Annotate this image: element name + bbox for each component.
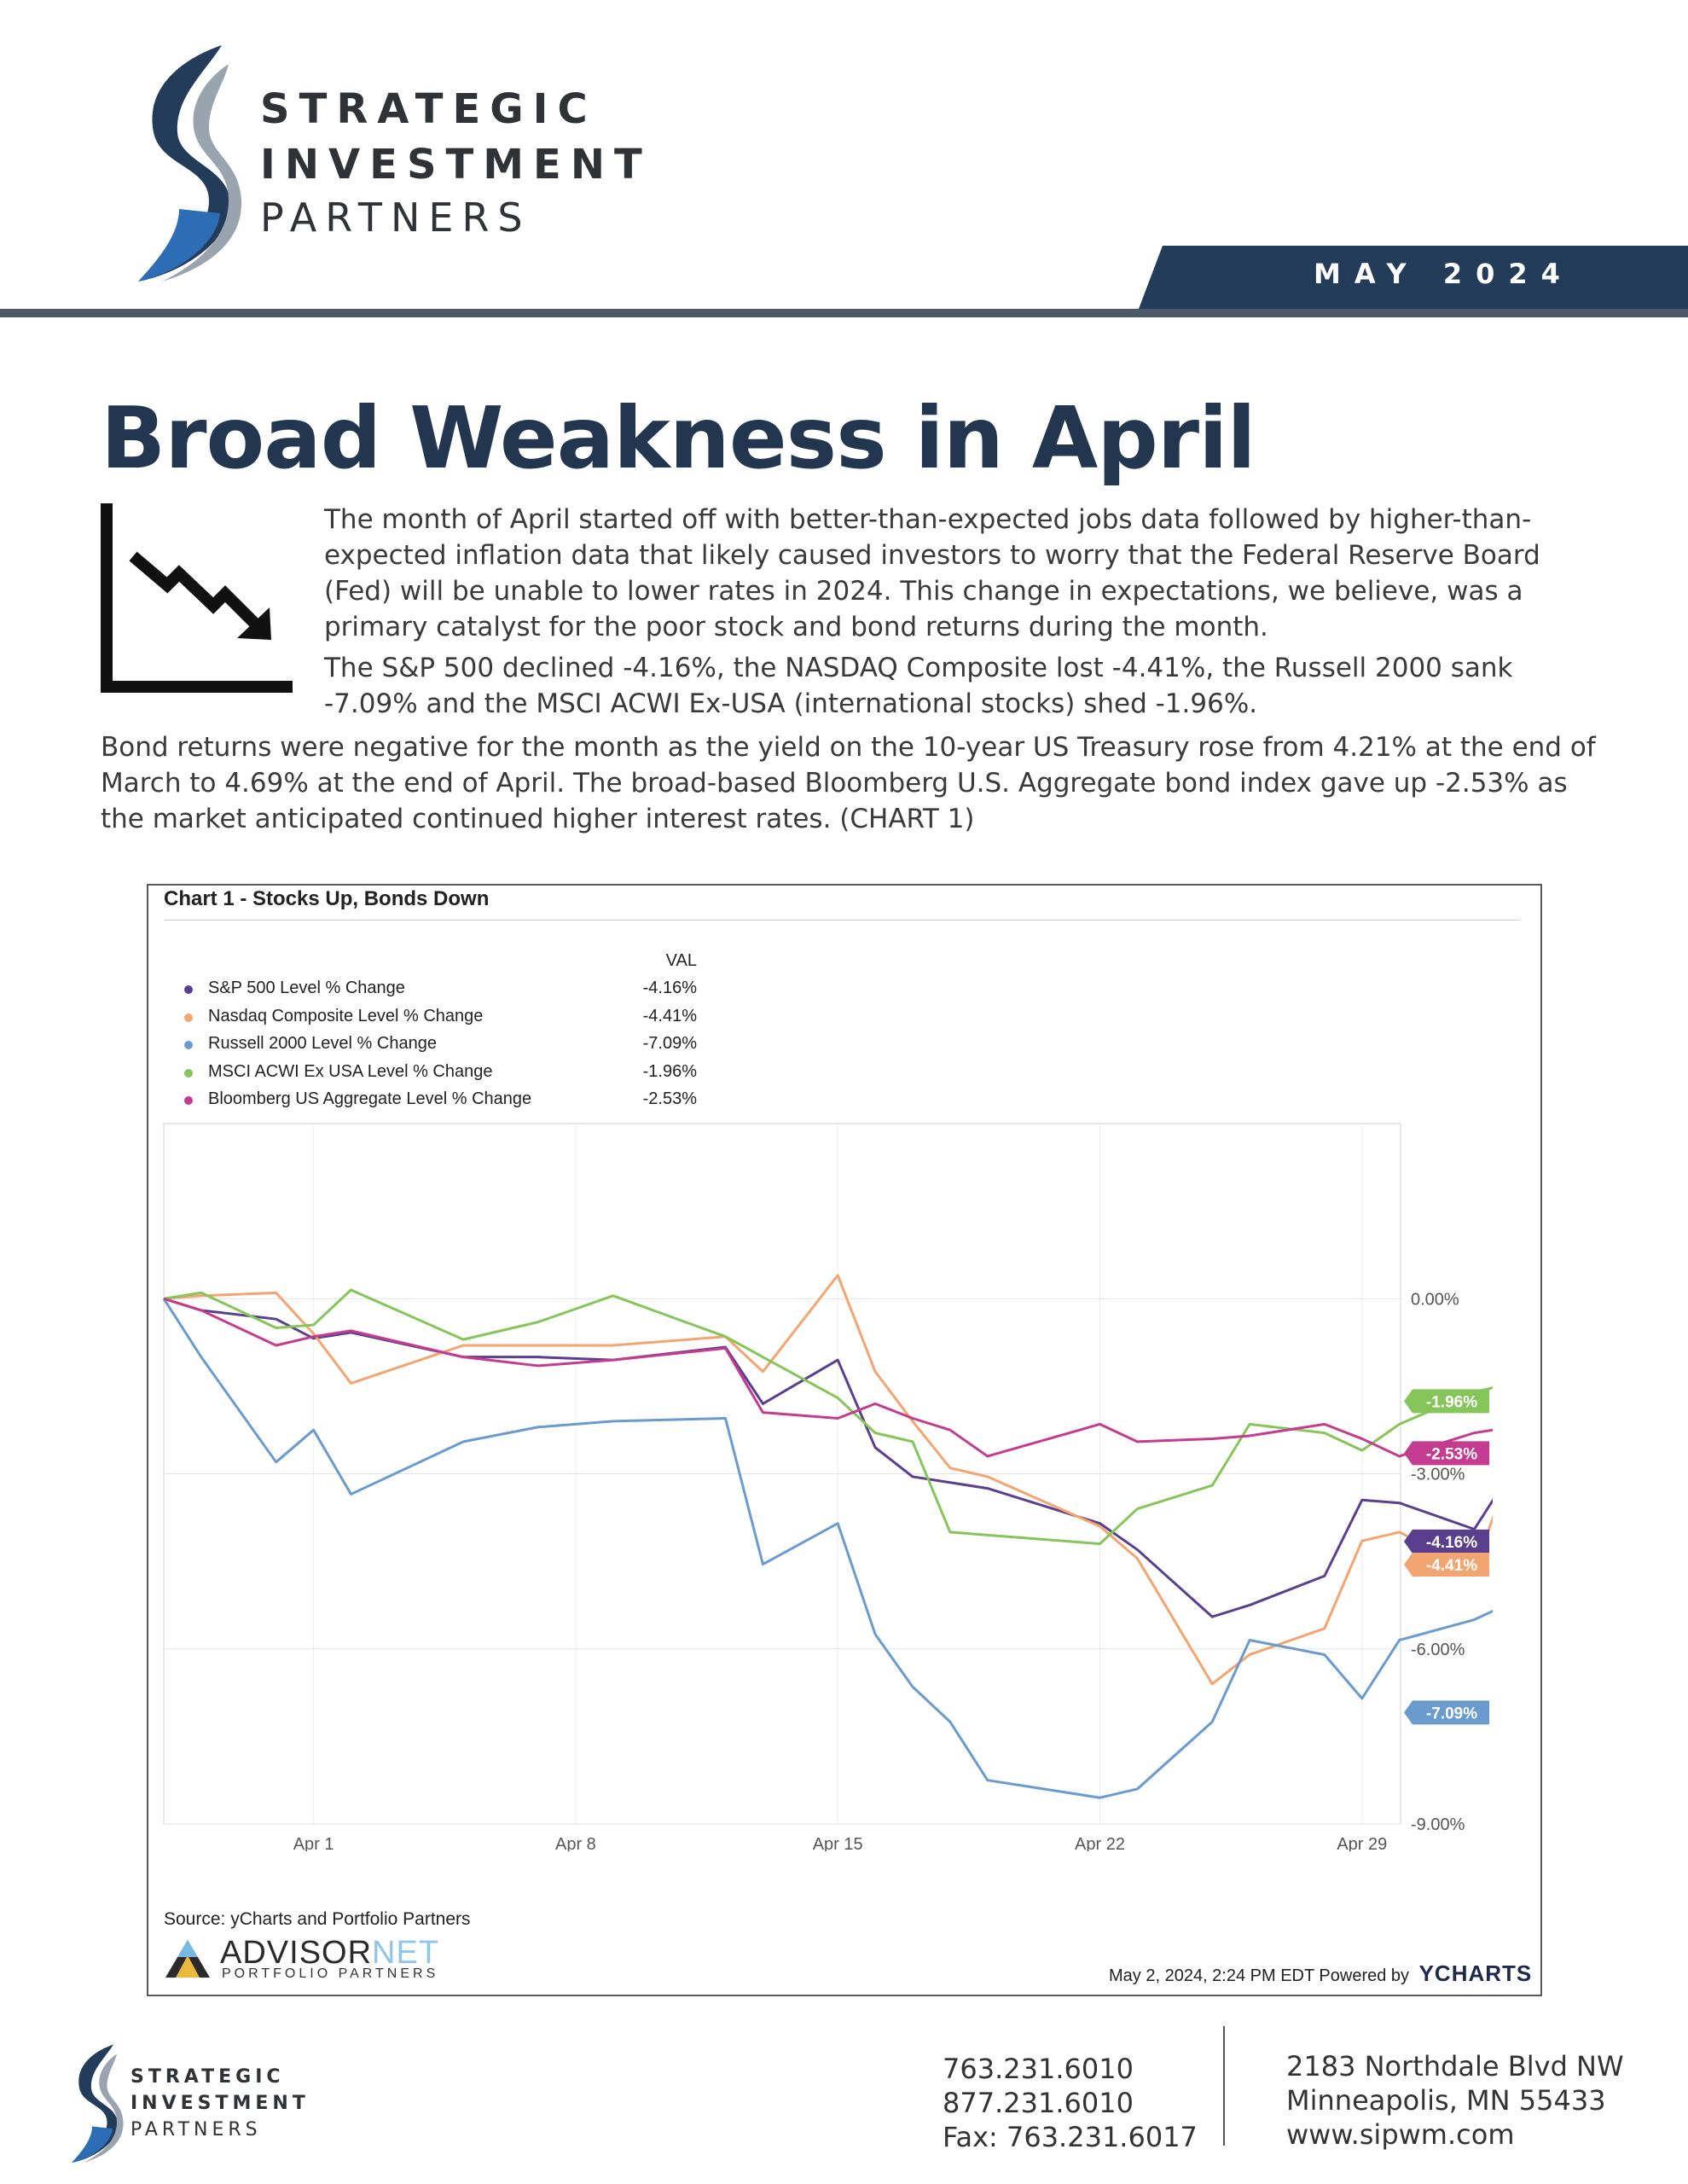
article-title: Broad Weakness in April <box>101 388 1256 488</box>
legend-swatch <box>184 1068 193 1077</box>
chart-panel <box>147 884 1542 1996</box>
legend-series-name: Russell 2000 Level % Change <box>208 1034 437 1053</box>
legend-series-value: -4.16% <box>642 979 697 997</box>
portfolio-partners-text: PORTFOLIO PARTNERS <box>222 1966 439 1981</box>
series-line <box>162 1298 1493 1799</box>
legend-swatch <box>184 985 193 994</box>
series-line <box>163 1297 1493 1458</box>
x-tick-label: Apr 1 <box>293 1835 334 1851</box>
x-tick-label: Apr 8 <box>555 1835 596 1851</box>
footer-divider <box>1223 2026 1225 2146</box>
issue-date-band <box>1139 246 1688 309</box>
header-divider <box>0 309 1688 317</box>
legend-swatch <box>184 1041 193 1049</box>
chart-timestamp: May 2, 2024, 2:24 PM EDT Powered by YCHA… <box>1109 1960 1532 1987</box>
footer-brand-line1: STRATEGIC <box>131 2066 285 2088</box>
legend-series-name: Nasdaq Composite Level % Change <box>208 1006 484 1025</box>
ycharts-logo: YCHARTS <box>1418 1960 1533 1986</box>
toll-free-number[interactable]: 877.231.6010 <box>943 2087 1134 2119</box>
chart-stamp-text: May 2, 2024, 2:24 PM EDT Powered by <box>1109 1966 1410 1985</box>
brand-name-line1: STRATEGIC <box>260 85 597 133</box>
advisor-net-word2: NET <box>372 1935 440 1971</box>
legend-series-value: -7.09% <box>642 1034 697 1053</box>
bonds-paragraph: Bond returns were negative for the month… <box>101 732 1596 834</box>
phone-number[interactable]: 763.231.6010 <box>943 2053 1134 2085</box>
y-tick-label: -3.00% <box>1411 1466 1465 1484</box>
legend-swatch <box>184 1013 193 1022</box>
y-tick-label: -9.00% <box>1411 1815 1465 1834</box>
series-line <box>163 1297 1493 1618</box>
website-link[interactable]: www.sipwm.com <box>1286 2118 1515 2151</box>
end-value-label: -4.16% <box>1426 1534 1477 1552</box>
y-tick-label: -6.00% <box>1411 1641 1465 1659</box>
end-value-label: -2.53% <box>1426 1445 1477 1463</box>
footer-strategic-s-logo-icon <box>72 2044 124 2163</box>
brand-name-line2: INVESTMENT <box>260 141 652 189</box>
footer-phones: 763.231.6010 877.231.6010 Fax: 763.231.6… <box>943 2052 1198 2154</box>
line-chart: Apr 1 Apr 8 Apr 15 Apr 22 Apr 29 0.00% -3.00% -… <box>162 1123 1493 1851</box>
legend-series-value: -2.53% <box>642 1089 697 1108</box>
legend-series-value: -1.96% <box>642 1061 697 1081</box>
legend-series-name: Bloomberg US Aggregate Level % Change <box>208 1089 532 1108</box>
end-value-label: -7.09% <box>1426 1705 1477 1722</box>
advisor-net-mark-icon <box>165 1940 210 1978</box>
legend-series-name: S&P 500 Level % Change <box>208 979 405 997</box>
chart-title-divider <box>164 920 1520 921</box>
advisor-net-word1: ADVISOR <box>220 1935 373 1971</box>
x-tick-label: Apr 15 <box>813 1835 863 1851</box>
fax-number: Fax: 763.231.6017 <box>943 2121 1198 2153</box>
end-value-label: -4.41% <box>1426 1557 1477 1575</box>
chart-title: Chart 1 - Stocks Up, Bonds Down <box>164 887 490 910</box>
footer-address: 2183 Northdale Blvd NW Minneapolis, MN 5… <box>1286 2049 1624 2152</box>
legend-series-value: -4.41% <box>642 1006 697 1025</box>
end-value-tag <box>1404 1389 1489 1414</box>
y-tick-label: 0.00% <box>1411 1290 1459 1309</box>
intro-paragraph: The month of April started off with bett… <box>324 504 1540 642</box>
strategic-s-logo-icon <box>138 45 242 282</box>
footer-brand-line2: INVESTMENT <box>131 2093 310 2114</box>
issue-date: MAY 2024 <box>1314 258 1574 290</box>
street-address: 2183 Northdale Blvd NW <box>1286 2050 1624 2082</box>
declining-chart-icon <box>101 503 293 693</box>
city-state-zip: Minneapolis, MN 55433 <box>1286 2084 1606 2117</box>
legend-swatch <box>184 1096 193 1105</box>
chart-source: Source: yCharts and Portfolio Partners <box>164 1909 471 1929</box>
end-value-label: -1.96% <box>1426 1393 1477 1411</box>
x-tick-label: Apr 22 <box>1075 1835 1125 1851</box>
chart-legend: VAL S&P 500 Level % Change -4.16% Nasdaq C… <box>164 951 697 1122</box>
legend-val-header: VAL <box>665 951 697 970</box>
x-tick-label: Apr 29 <box>1337 1835 1387 1851</box>
end-value-tag <box>1404 1529 1489 1554</box>
equities-paragraph: The S&P 500 declined -4.16%, the NASDAQ … <box>324 653 1513 719</box>
end-value-tag <box>1404 1552 1489 1577</box>
end-value-tag <box>1404 1700 1489 1725</box>
footer-logo <box>67 2039 126 2167</box>
footer-brand-line3: PARTNERS <box>131 2119 262 2140</box>
series-line <box>163 1274 1493 1686</box>
advisor-net-logo: ADVISORNET PORTFOLIO PARTNERS <box>164 1935 505 1983</box>
legend-series-name: MSCI ACWI Ex USA Level % Change <box>208 1061 493 1081</box>
header-logo <box>128 38 247 286</box>
end-value-tag <box>1404 1441 1489 1466</box>
brand-name-line3: PARTNERS <box>260 195 531 241</box>
